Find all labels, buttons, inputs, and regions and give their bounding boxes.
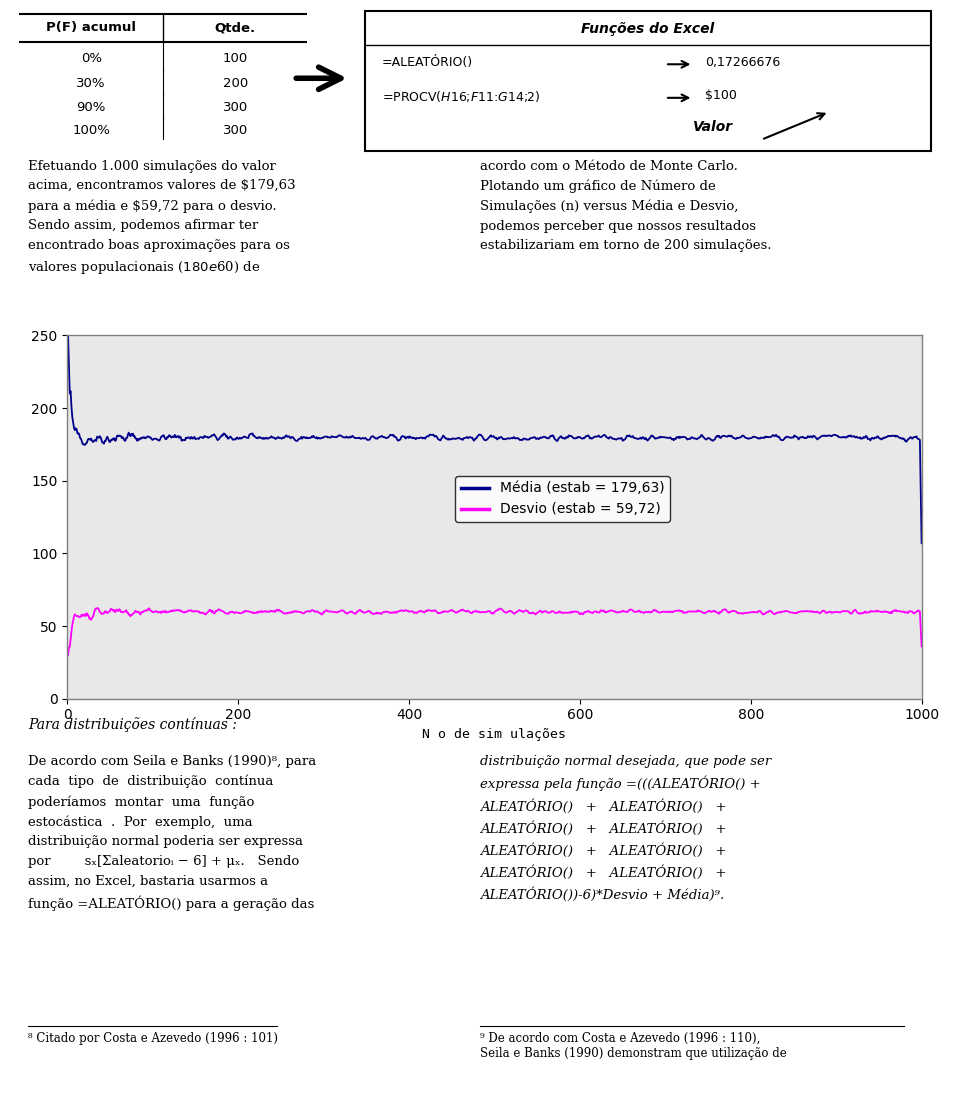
Text: De acordo com Seila e Banks (1990)⁸, para
cada  tipo  de  distribuição  contínua: De acordo com Seila e Banks (1990)⁸, par… [29,755,317,911]
Text: ⁹ De acordo com Costa e Azevedo (1996 : 110),
Seila e Banks (1990) demonstram qu: ⁹ De acordo com Costa e Azevedo (1996 : … [480,1032,787,1060]
Text: =PROCV($H$16;$F$11:$G$14;2): =PROCV($H$16;$F$11:$G$14;2) [382,89,540,104]
Text: Valor: Valor [693,121,733,134]
Text: 90%: 90% [77,101,106,114]
Legend: Média (estab = 179,63), Desvio (estab = 59,72): Média (estab = 179,63), Desvio (estab = … [455,476,670,522]
X-axis label: N o de sim ulações: N o de sim ulações [422,728,566,741]
Text: acordo com o Método de Monte Carlo.
Plotando um gráfico de Número de
Simulações : acordo com o Método de Monte Carlo. Plot… [480,160,772,253]
Text: 300: 300 [223,124,248,138]
Text: Qtde.: Qtde. [215,21,255,35]
Text: 300: 300 [223,101,248,114]
Text: Efetuando 1.000 simulações do valor
acima, encontramos valores de $179,63
para a: Efetuando 1.000 simulações do valor acim… [29,160,296,276]
Text: 100%: 100% [72,124,110,138]
Text: 0,17266676: 0,17266676 [705,56,780,69]
Text: 100: 100 [223,53,248,65]
Text: 30%: 30% [77,77,106,89]
Text: distribuição normal desejada, que pode ser
expressa pela função =(((ALEATÓRIO() : distribuição normal desejada, que pode s… [480,755,771,902]
Text: Funções do Excel: Funções do Excel [582,22,714,37]
Text: P(F) acumul: P(F) acumul [46,21,136,35]
Text: 0%: 0% [81,53,102,65]
Text: =ALEATÓRIO(): =ALEATÓRIO() [382,56,473,69]
Text: Para distribuições contínuas :: Para distribuições contínuas : [29,718,237,732]
Text: ⁸ Citado por Costa e Azevedo (1996 : 101): ⁸ Citado por Costa e Azevedo (1996 : 101… [29,1032,278,1045]
Text: $100: $100 [705,89,736,103]
Text: 200: 200 [223,77,248,89]
